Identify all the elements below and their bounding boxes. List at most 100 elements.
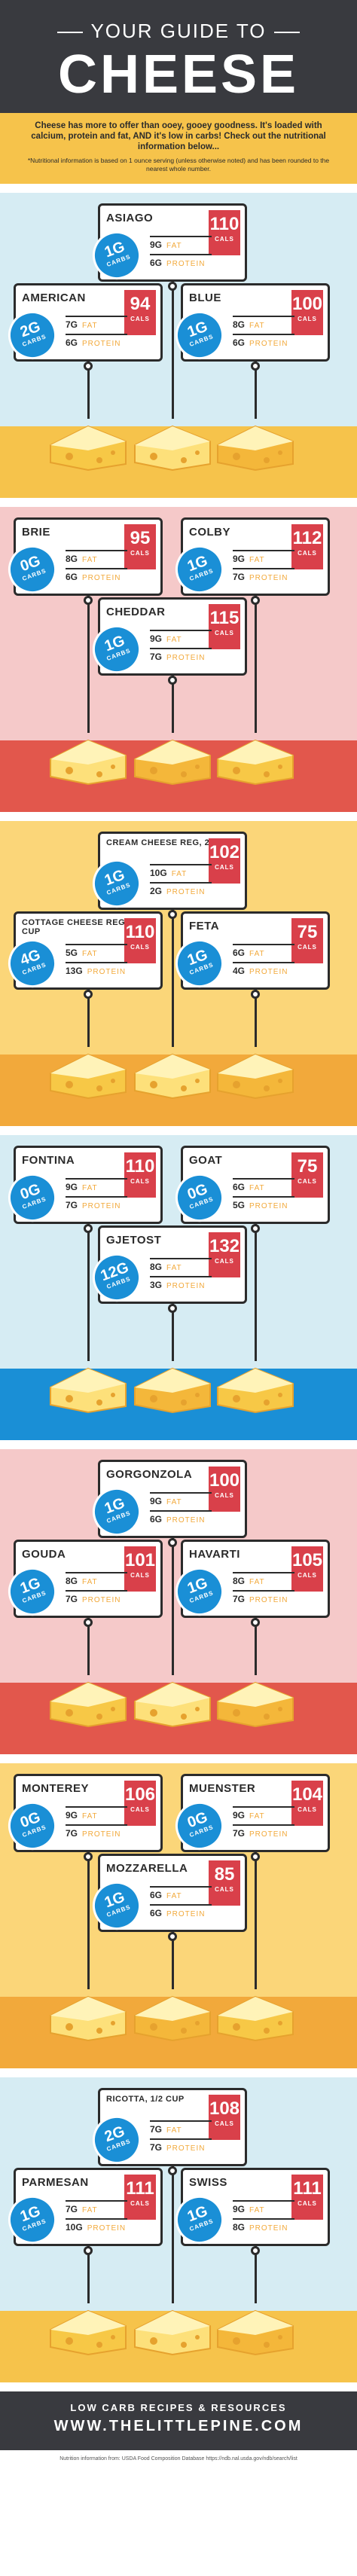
calories-label: CALS [215, 1886, 234, 1893]
calories-badge: 112 CALS [291, 524, 323, 569]
connector-line [255, 596, 257, 733]
cheese-name: MOZZARELLA [106, 1862, 188, 1875]
calories-label: CALS [298, 944, 317, 951]
header-title: CHEESE [57, 44, 300, 105]
cheese-illustration [47, 2303, 130, 2360]
protein-value: 4G [233, 966, 246, 976]
protein-label: PROTEIN [249, 1202, 288, 1210]
calories-badge: 132 CALS [209, 1232, 240, 1277]
fat-row: 9G FAT [233, 1806, 294, 1821]
fat-value: 9G [233, 554, 246, 564]
fat-value: 9G [150, 240, 163, 250]
cheese-illustration [131, 733, 214, 789]
cheese-illustration [214, 1989, 297, 2046]
connector-line [87, 596, 90, 733]
fat-row: 7G FAT [66, 316, 127, 330]
protein-value: 7G [150, 2142, 163, 2153]
cheese-section: ASIAGO 110 CALS 1G CARBS 9G FAT 6G PROTEIN AMERIC… [0, 193, 357, 498]
cheese-name: MUENSTER [189, 1782, 256, 1795]
calories-label: CALS [130, 2200, 150, 2207]
protein-value: 5G [233, 1200, 246, 1210]
fat-row: 9G FAT [233, 2200, 294, 2214]
fat-value: 7G [66, 2204, 78, 2214]
cheese-name: BLUE [189, 291, 221, 304]
calories-value: 102 [209, 842, 240, 862]
footer-url[interactable]: WWW.THELITTLEPINE.COM [53, 2418, 304, 2434]
cheese-card: COTTAGE CHEESE REG, 1/2 CUP 110 CALS 4G CARB… [1, 911, 163, 995]
cheese-card: FONTINA 110 CALS 0G CARBS 9G FAT 7G PROTEIN [1, 1146, 163, 1229]
fat-row: 6G FAT [233, 944, 294, 958]
fat-label: FAT [82, 950, 98, 958]
fat-value: 9G [150, 633, 163, 644]
protein-value: 6G [66, 572, 78, 582]
protein-row: 6G PROTEIN [150, 1904, 212, 1918]
protein-value: 6G [150, 1514, 163, 1525]
connector-line [87, 362, 90, 419]
fat-label: FAT [166, 2126, 182, 2135]
protein-row: 4G PROTEIN [233, 962, 294, 976]
cheese-illustration [131, 1989, 214, 2046]
cheese-section: GORGONZOLA 100 CALS 1G CARBS 9G FAT 6G PROTEIN GO… [0, 1449, 357, 1754]
protein-row: 7G PROTEIN [233, 1824, 294, 1839]
protein-label: PROTEIN [166, 1282, 206, 1290]
connector-dot [168, 1932, 177, 1941]
cheese-card: HAVARTI 105 CALS 1G CARBS 8G FAT 7G PROTEIN [168, 1540, 330, 1623]
cheese-illustration [47, 1989, 130, 2046]
cheese-section: CREAM CHEESE REG, 2 TBSP 102 CALS 1G CARBS 10… [0, 821, 357, 1126]
fat-row: 7G FAT [66, 2200, 127, 2214]
calories-value: 106 [124, 1784, 156, 1805]
calories-badge: 104 CALS [291, 1781, 323, 1826]
cheese-name: COLBY [189, 526, 230, 539]
fat-row: 9G FAT [233, 550, 294, 564]
cheese-section: FONTINA 110 CALS 0G CARBS 9G FAT 7G PROTEIN GOAT 7… [0, 1135, 357, 1440]
fat-value: 9G [233, 2204, 246, 2214]
calories-value: 111 [126, 2178, 154, 2199]
cheese-card: SWISS 111 CALS 1G CARBS 9G FAT 8G PROTEIN [168, 2168, 330, 2251]
calories-value: 75 [297, 922, 318, 942]
calories-badge: 110 CALS [209, 210, 240, 255]
connector-dot [251, 2246, 260, 2255]
header-subtitle: YOUR GUIDE TO [0, 20, 357, 43]
calories-value: 75 [297, 1156, 318, 1177]
fat-label: FAT [82, 556, 98, 564]
cheese-section: BRIE 95 CALS 0G CARBS 8G FAT 6G PROTEIN COLBY 112 C… [0, 507, 357, 812]
protein-label: PROTEIN [166, 1516, 206, 1525]
cheese-card: RICOTTA, 1/2 CUP 108 CALS 2G CARBS 7G FAT 7G PRO… [85, 2088, 247, 2172]
fat-value: 9G [233, 1810, 246, 1821]
fat-label: FAT [82, 1812, 98, 1821]
calories-value: 105 [291, 1550, 323, 1570]
fat-label: FAT [166, 1498, 182, 1506]
calories-value: 94 [130, 294, 151, 314]
protein-label: PROTEIN [166, 2144, 206, 2153]
connector-dot [168, 910, 177, 919]
calories-badge: 111 CALS [291, 2175, 323, 2220]
calories-label: CALS [298, 550, 317, 557]
fat-row: 8G FAT [233, 1572, 294, 1586]
fat-label: FAT [82, 2206, 98, 2214]
protein-label: PROTEIN [82, 574, 121, 582]
calories-label: CALS [130, 1806, 150, 1813]
cheese-illustration [214, 419, 297, 475]
cheese-name: PARMESAN [22, 2176, 89, 2189]
fat-label: FAT [249, 950, 265, 958]
protein-value: 7G [66, 1200, 78, 1210]
protein-row: 7G PROTEIN [66, 1590, 127, 1604]
protein-value: 7G [150, 652, 163, 662]
cheese-card: GJETOST 132 CALS 12G CARBS 8G FAT 3G PROTEIN [85, 1225, 247, 1309]
calories-value: 95 [130, 528, 151, 548]
calories-badge: 100 CALS [209, 1467, 240, 1512]
protein-label: PROTEIN [166, 888, 206, 896]
cheese-illustration [47, 1361, 130, 1418]
calories-value: 100 [291, 294, 323, 314]
connector-dot [84, 596, 93, 605]
cheese-card: AMERICAN 94 CALS 2G CARBS 7G FAT 6G PROTEIN [1, 283, 163, 367]
protein-value: 10G [66, 2222, 83, 2233]
fat-row: 9G FAT [66, 1806, 127, 1821]
intro-panel: Cheese has more to offer than ooey, gooe… [0, 113, 357, 184]
fat-value: 6G [233, 948, 246, 958]
protein-row: 7G PROTEIN [150, 2138, 212, 2153]
calories-value: 110 [125, 1156, 155, 1177]
cheese-section: MONTEREY 106 CALS 0G CARBS 9G FAT 7G PROTEIN MUEN… [0, 1763, 357, 2068]
protein-row: 13G PROTEIN [66, 962, 127, 976]
protein-row: 6G PROTEIN [150, 254, 212, 268]
